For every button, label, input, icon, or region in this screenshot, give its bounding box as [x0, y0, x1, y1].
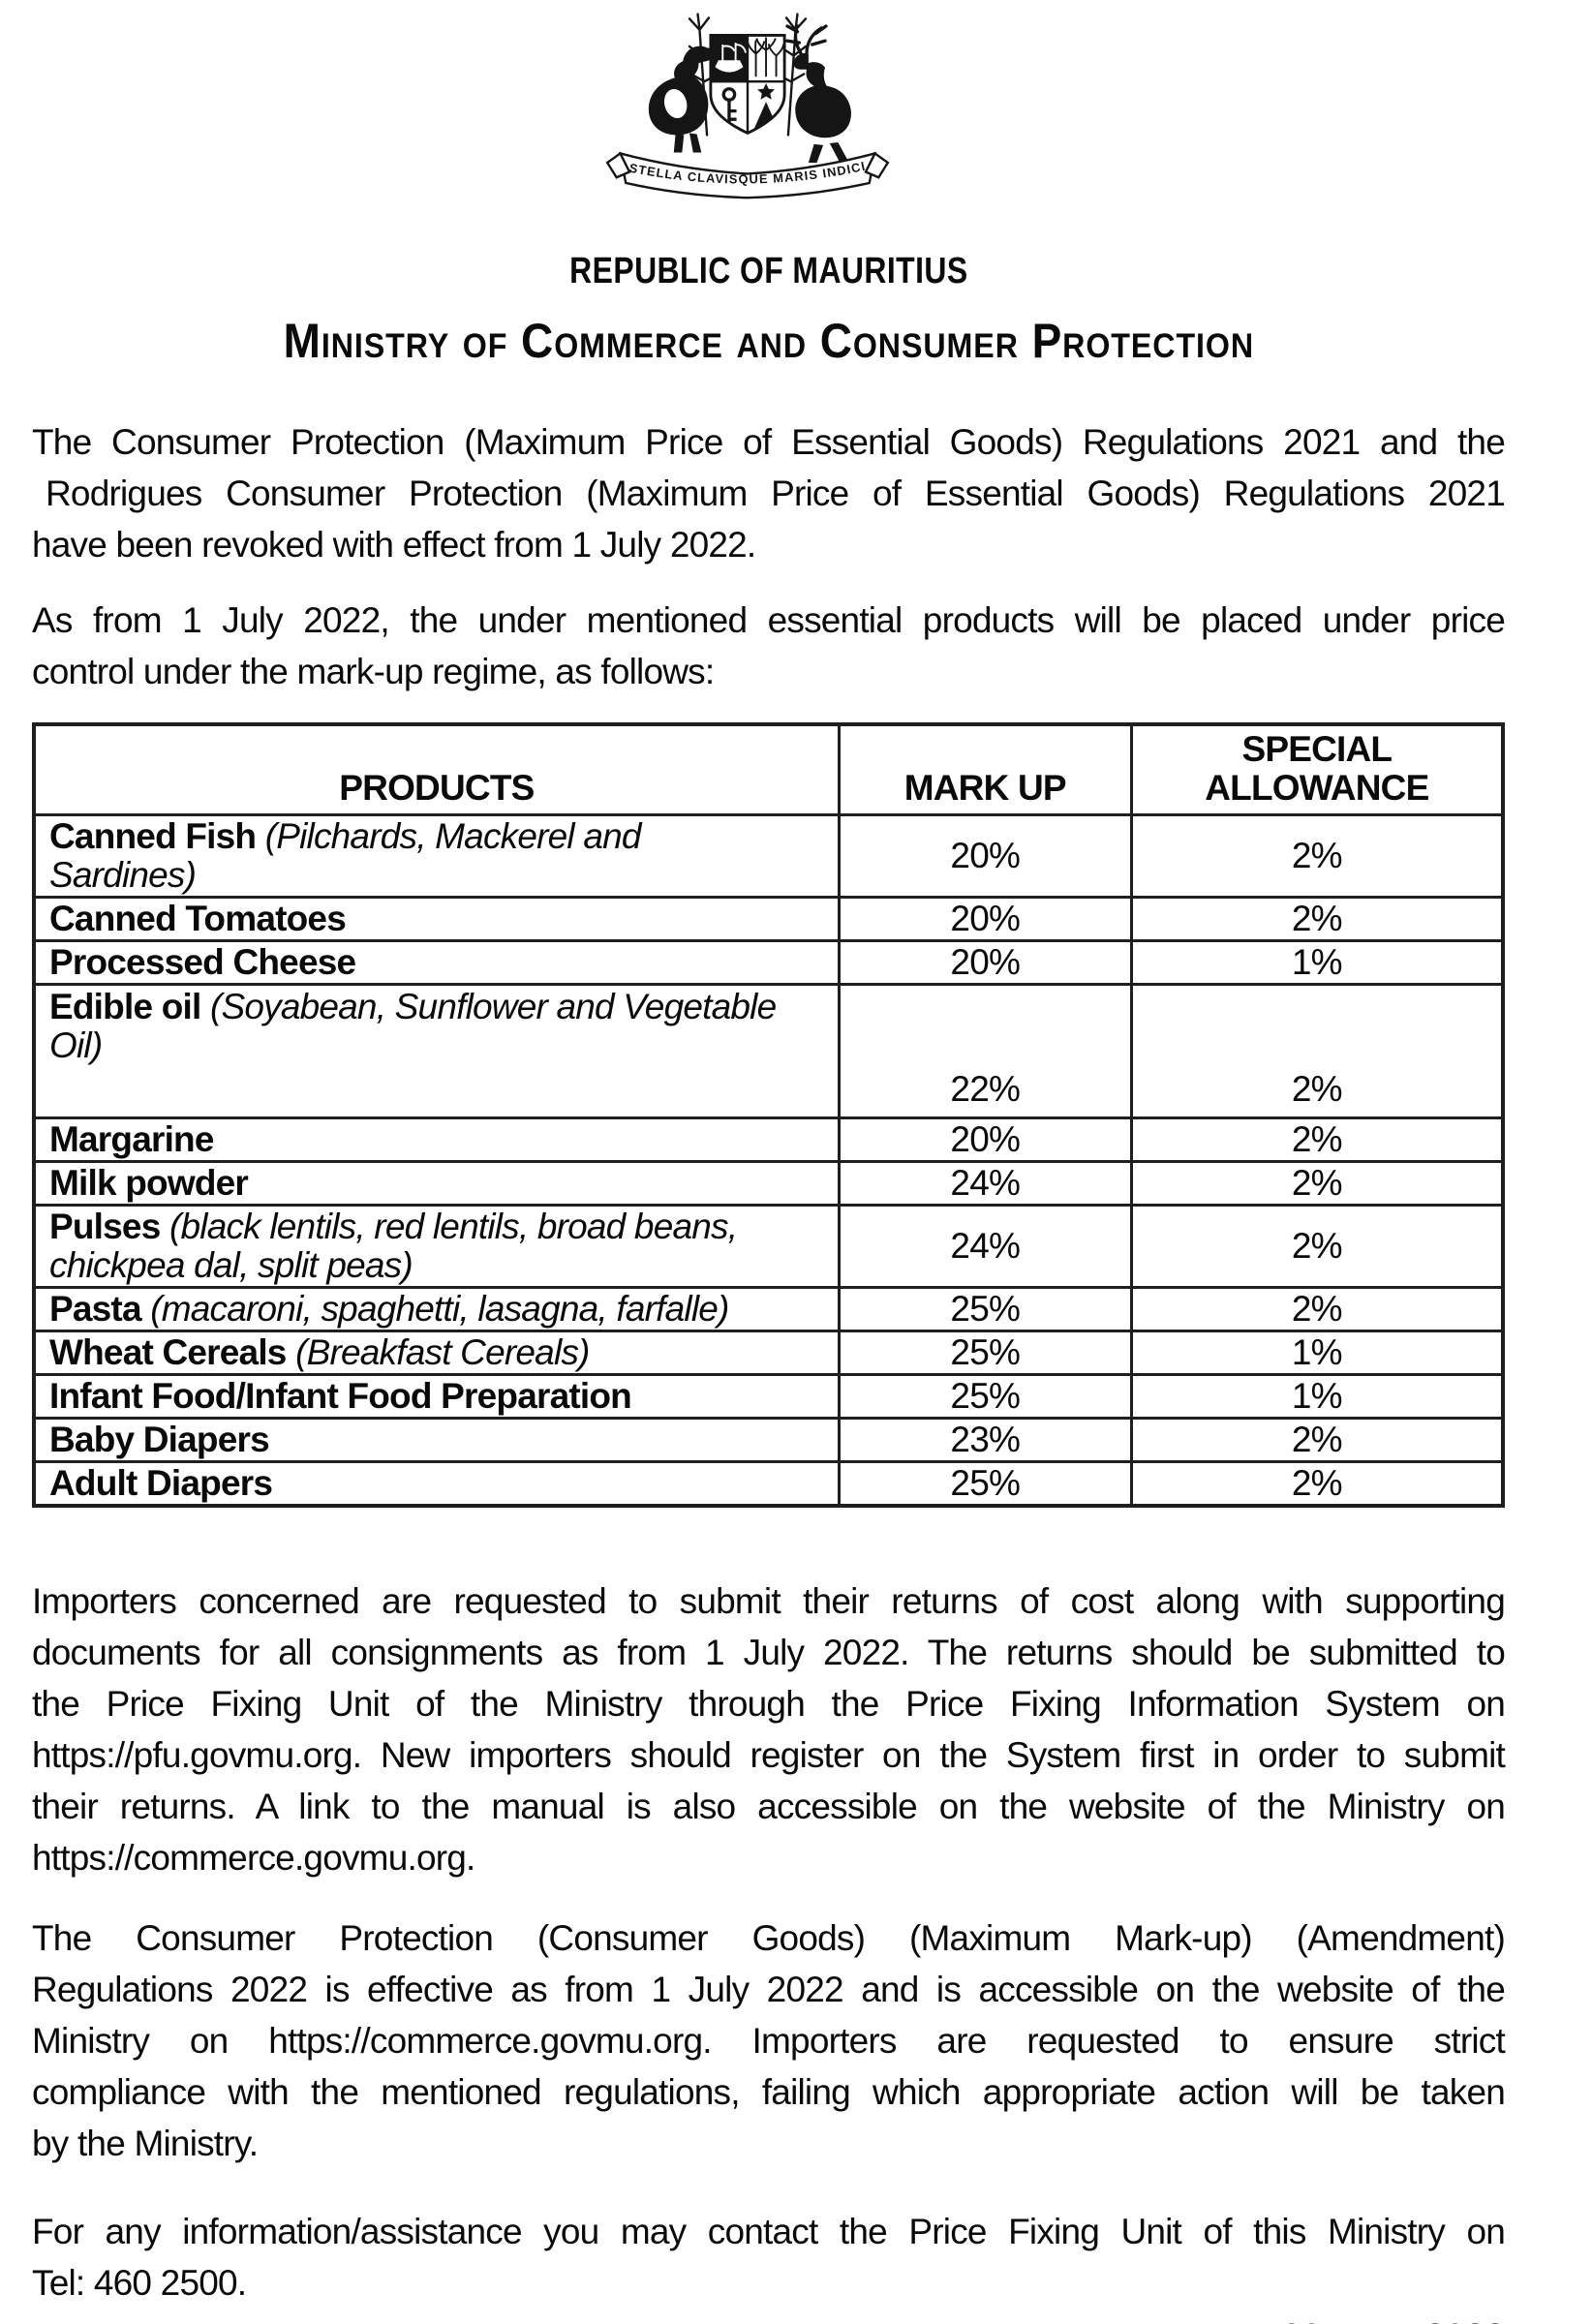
products-table: PRODUCTS MARK UP SPECIAL ALLOWANCE Canne… — [32, 722, 1505, 1508]
text-line: The Consumer Protection (Consumer Goods)… — [32, 1918, 1506, 1958]
markup-cell: 24% — [837, 1160, 1133, 1207]
table-row: Canned Tomatoes 20% 2% — [32, 896, 1505, 942]
country-title-text: REPUBLIC OF MAURITIUS — [568, 251, 968, 291]
star-emblem — [756, 83, 775, 100]
markup-cell: 25% — [837, 1330, 1133, 1376]
product-cell: Canned Tomatoes — [32, 896, 841, 942]
document-date: 30 June 2022 — [32, 2316, 1505, 2324]
product-cell: Milk powder — [32, 1160, 841, 1207]
paragraph-amendment: The Consumer Protection (Consumer Goods)… — [32, 1912, 1506, 2169]
allowance-cell: 1% — [1129, 1330, 1505, 1376]
markup-cell: 23% — [837, 1417, 1133, 1463]
allowance-cell: 2% — [1129, 1286, 1505, 1332]
product-cell: Margarine — [32, 1116, 841, 1163]
table-row: Processed Cheese 20% 1% — [32, 939, 1505, 986]
column-header-special-allowance: SPECIAL ALLOWANCE — [1129, 722, 1505, 816]
palm-trees-emblem — [746, 37, 784, 77]
allowance-cell: 2% — [1129, 1116, 1505, 1163]
text-line: by the Ministry. — [32, 2124, 259, 2163]
key-emblem — [721, 87, 737, 124]
markup-cell: 20% — [837, 1116, 1133, 1163]
table-row: Canned Fish (Pilchards, Mackerel and Sar… — [32, 813, 1505, 899]
motto-banner: STELLA CLAVISQUE MARIS INDICI — [605, 151, 889, 199]
allowance-cell: 2% — [1129, 896, 1505, 942]
markup-cell: 25% — [837, 1373, 1133, 1420]
text-line: As from 1 July 2022, the under mentioned… — [32, 600, 1506, 640]
text-line: Regulations 2022 is effective as from 1 … — [32, 1970, 1506, 2009]
table-row: Pulses (black lentils, red lentils, broa… — [32, 1204, 1505, 1289]
product-cell: Processed Cheese — [32, 939, 841, 986]
product-cell: Pulses (black lentils, red lentils, broa… — [32, 1204, 841, 1289]
ministry-title-text: Ministry of Commerce and Consumer Protec… — [283, 314, 1254, 368]
paragraph-markup-regime: As from 1 July 2022, the under mentioned… — [32, 595, 1506, 697]
allowance-cell: 2% — [1129, 1160, 1505, 1207]
markup-cell: 20% — [837, 939, 1133, 986]
markup-cell: 20% — [837, 813, 1133, 899]
allowance-cell: 2% — [1129, 813, 1505, 899]
dodo-supporter — [648, 46, 722, 153]
product-cell: Pasta (macaroni, spaghetti, lasagna, far… — [32, 1286, 841, 1332]
paragraph-revocation: The Consumer Protection (Maximum Price o… — [32, 416, 1506, 570]
table-row: Wheat Cereals (Breakfast Cereals) 25% 1% — [32, 1330, 1505, 1376]
allowance-cell: 1% — [1129, 939, 1505, 986]
table-row: Margarine 20% 2% — [32, 1116, 1505, 1163]
text-line: compliance with the mentioned regulation… — [32, 2072, 1506, 2112]
coat-of-arms: STELLA CLAVISQUE MARIS INDICI — [11, 6, 1484, 201]
product-cell: Wheat Cereals (Breakfast Cereals) — [32, 1330, 841, 1376]
allowance-cell: 2% — [1129, 1204, 1505, 1289]
table-row: Baby Diapers 23% 2% — [32, 1417, 1505, 1463]
table-row: Edible oil (Soyabean, Sunflower and Vege… — [32, 983, 1505, 1119]
text-line: https://pfu.govmu.org. New importers sho… — [32, 1735, 1506, 1775]
markup-cell: 24% — [837, 1204, 1133, 1289]
text-line: https://commerce.govmu.org. — [32, 1838, 475, 1878]
table-row: Infant Food/Infant Food Preparation 25% 1% — [32, 1373, 1505, 1420]
allowance-cell: 2% — [1129, 983, 1505, 1119]
ship-emblem — [714, 43, 747, 73]
markup-cell: 22% — [837, 983, 1133, 1119]
text-line: Importers concerned are requested to sub… — [32, 1581, 1506, 1621]
text-line: the Price Fixing Unit of the Ministry th… — [32, 1684, 1506, 1724]
text-line: documents for all consignments as from 1… — [32, 1633, 1506, 1672]
ministry-title: Ministry of Commerce and Consumer Protec… — [32, 314, 1505, 368]
paragraph-contact: For any information/assistance you may c… — [32, 2206, 1506, 2309]
markup-cell: 25% — [837, 1286, 1133, 1332]
allowance-cell: 2% — [1129, 1460, 1505, 1508]
text-line: their returns. A link to the manual is a… — [32, 1787, 1506, 1826]
markup-cell: 20% — [837, 896, 1133, 942]
column-header-markup: MARK UP — [837, 722, 1133, 816]
coat-of-arms-graphic: STELLA CLAVISQUE MARIS INDICI — [605, 13, 889, 199]
text-line: have been revoked with effect from 1 Jul… — [32, 525, 756, 565]
text-line: The Consumer Protection (Maximum Price o… — [32, 422, 1506, 462]
product-cell: Edible oil (Soyabean, Sunflower and Vege… — [32, 983, 841, 1119]
text-line: control under the mark-up regime, as fol… — [32, 652, 715, 691]
table-header-row: PRODUCTS MARK UP SPECIAL ALLOWANCE — [32, 722, 1505, 816]
table-row: Milk powder 24% 2% — [32, 1160, 1505, 1207]
product-cell: Canned Fish (Pilchards, Mackerel and Sar… — [32, 813, 841, 899]
shield — [710, 35, 784, 134]
table-row: Adult Diapers 25% 2% — [32, 1460, 1505, 1508]
product-cell: Adult Diapers — [32, 1460, 841, 1508]
table-row: Pasta (macaroni, spaghetti, lasagna, far… — [32, 1286, 1505, 1332]
paragraph-importers-returns: Importers concerned are requested to sub… — [32, 1575, 1506, 1883]
text-line: Rodrigues Consumer Protection (Maximum P… — [46, 474, 1506, 513]
markup-cell: 25% — [837, 1460, 1133, 1508]
column-header-products: PRODUCTS — [32, 722, 841, 816]
allowance-cell: 2% — [1129, 1417, 1505, 1463]
product-cell: Infant Food/Infant Food Preparation — [32, 1373, 841, 1420]
allowance-cell: 1% — [1129, 1373, 1505, 1420]
text-line: For any information/assistance you may c… — [32, 2212, 1506, 2251]
deer-supporter — [784, 24, 851, 163]
text-line: Ministry on https://commerce.govmu.org. … — [32, 2021, 1506, 2061]
text-line: Tel: 460 2500. — [32, 2263, 247, 2303]
product-cell: Baby Diapers — [32, 1417, 841, 1463]
country-title: REPUBLIC OF MAURITIUS — [32, 250, 1505, 292]
